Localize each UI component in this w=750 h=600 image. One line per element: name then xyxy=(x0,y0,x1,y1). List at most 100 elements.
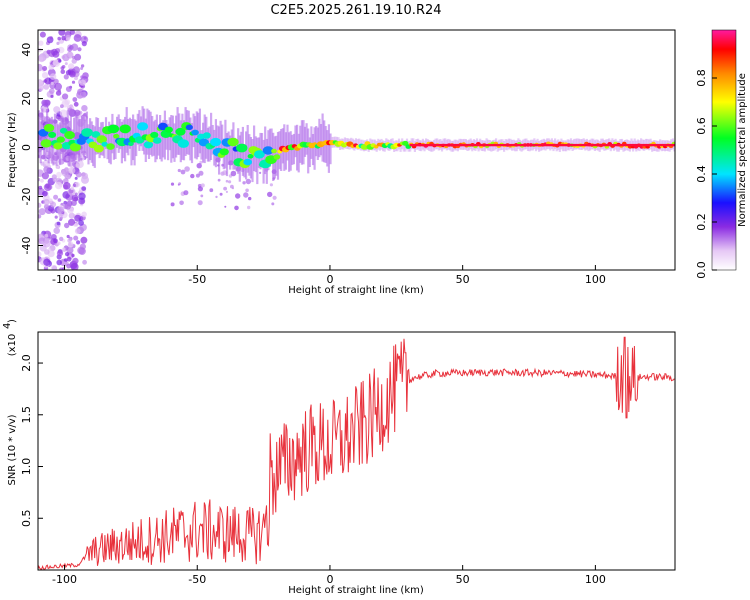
noise-blob xyxy=(67,47,73,52)
ridge-halo xyxy=(128,117,131,149)
ridge-halo xyxy=(305,123,308,155)
noise-blob xyxy=(51,174,58,180)
ridge-halo xyxy=(63,122,66,162)
snr-scale-text: (x10 xyxy=(7,334,18,357)
spectrogram-y-ticks: -40 -20 0 20 40 xyxy=(20,43,43,254)
ridge-halo xyxy=(210,112,213,160)
ridge-halo xyxy=(315,126,318,157)
ridge-halo xyxy=(485,138,488,150)
ridge-halo xyxy=(303,126,307,157)
noise-blob xyxy=(71,186,75,190)
ridge-halo xyxy=(558,141,561,152)
ridge-halo xyxy=(444,138,447,150)
noise-blob xyxy=(54,181,63,190)
ridge-cell xyxy=(164,126,173,133)
noise-blob xyxy=(60,104,64,109)
ridge-cell xyxy=(227,137,239,147)
noise-blob xyxy=(43,198,50,206)
noise-blob xyxy=(66,256,72,262)
noise-blob xyxy=(66,263,71,269)
ridge-halo xyxy=(53,113,57,145)
noise-blob xyxy=(61,168,69,177)
ridge-halo xyxy=(308,137,311,167)
noise-blob xyxy=(234,205,239,211)
x-tick-label: 100 xyxy=(585,273,606,286)
noise-blob xyxy=(76,240,81,245)
ridge-cell xyxy=(69,142,81,152)
ridge-halo xyxy=(74,113,77,161)
ridge-halo xyxy=(310,126,313,159)
noise-blob xyxy=(38,208,46,216)
ridge-halo xyxy=(326,130,329,167)
ridge-cell xyxy=(53,142,63,150)
noise-blob xyxy=(65,252,70,257)
ridge-cell xyxy=(271,148,277,154)
ridge-cell xyxy=(143,141,154,149)
ridge-halo xyxy=(318,118,321,158)
noise-blob xyxy=(70,262,79,270)
noise-blob xyxy=(259,171,262,174)
noise-blob xyxy=(74,53,82,61)
noise-blob xyxy=(38,63,43,72)
ridge-cell xyxy=(137,122,149,131)
noise-blob xyxy=(180,169,186,175)
noise-blob xyxy=(38,251,42,258)
y-tick-label: 20 xyxy=(20,92,33,106)
colorbar-tick-label: 0.8 xyxy=(695,69,708,87)
noise-blob xyxy=(63,204,69,210)
noise-blob xyxy=(49,73,57,80)
noise-blob xyxy=(78,192,86,200)
ridge-halo xyxy=(73,117,76,161)
ridge-halo xyxy=(611,138,614,150)
snr-panel: -100 -50 0 50 100 0.5 1.0 1.5 2.0 Height of str… xyxy=(2,319,676,596)
snr-series-line xyxy=(38,336,675,570)
noise-blob xyxy=(269,183,273,187)
noise-blob xyxy=(59,216,63,220)
ridge-cell xyxy=(273,154,281,160)
y-tick-label: 0 xyxy=(20,144,33,151)
ridge-halo xyxy=(167,123,170,161)
noise-blob xyxy=(64,62,68,66)
ridge-halo xyxy=(181,113,184,160)
noise-blob xyxy=(53,106,61,114)
ridge-halo xyxy=(189,117,192,161)
noise-blob xyxy=(54,215,58,219)
noise-blob xyxy=(56,259,62,266)
ridge-halo xyxy=(402,140,405,152)
ridge-halo xyxy=(213,129,216,166)
ridge-cell xyxy=(93,144,104,153)
colorbar-tick-label: 0.0 xyxy=(695,261,708,279)
noise-blob xyxy=(225,179,229,183)
noise-blob xyxy=(43,258,51,266)
noise-blob xyxy=(219,192,223,196)
noise-blob xyxy=(81,175,89,184)
ridge-cell xyxy=(236,143,248,153)
noise-blob xyxy=(49,88,55,94)
ridge-halo xyxy=(651,141,654,152)
x-tick-label: -50 xyxy=(188,573,206,586)
ridge-halo xyxy=(186,110,189,155)
snr-frame xyxy=(37,331,676,571)
noise-blob xyxy=(49,36,53,40)
noise-blob xyxy=(38,55,46,63)
noise-blob xyxy=(81,186,87,192)
noise-blob xyxy=(42,99,50,108)
noise-blob xyxy=(78,247,86,255)
noise-blob xyxy=(50,208,56,214)
snr-x-ticks: -100 -50 0 50 100 xyxy=(52,565,606,586)
ridge-cell xyxy=(107,124,120,134)
ridge-halo xyxy=(319,124,323,156)
noise-blob xyxy=(38,185,43,190)
ridge-halo xyxy=(576,138,579,150)
noise-blob xyxy=(82,72,89,79)
ridge-halo xyxy=(281,128,284,164)
noise-blob xyxy=(56,221,61,226)
noise-blob xyxy=(51,264,57,270)
ridge-halo xyxy=(194,116,197,159)
ridge-halo xyxy=(138,110,141,151)
noise-blob xyxy=(74,176,78,180)
noise-blob xyxy=(68,63,75,70)
snr-xlabel: Height of straight line (km) xyxy=(288,585,424,596)
ridge-halo xyxy=(162,120,165,158)
noise-blob xyxy=(228,180,232,184)
